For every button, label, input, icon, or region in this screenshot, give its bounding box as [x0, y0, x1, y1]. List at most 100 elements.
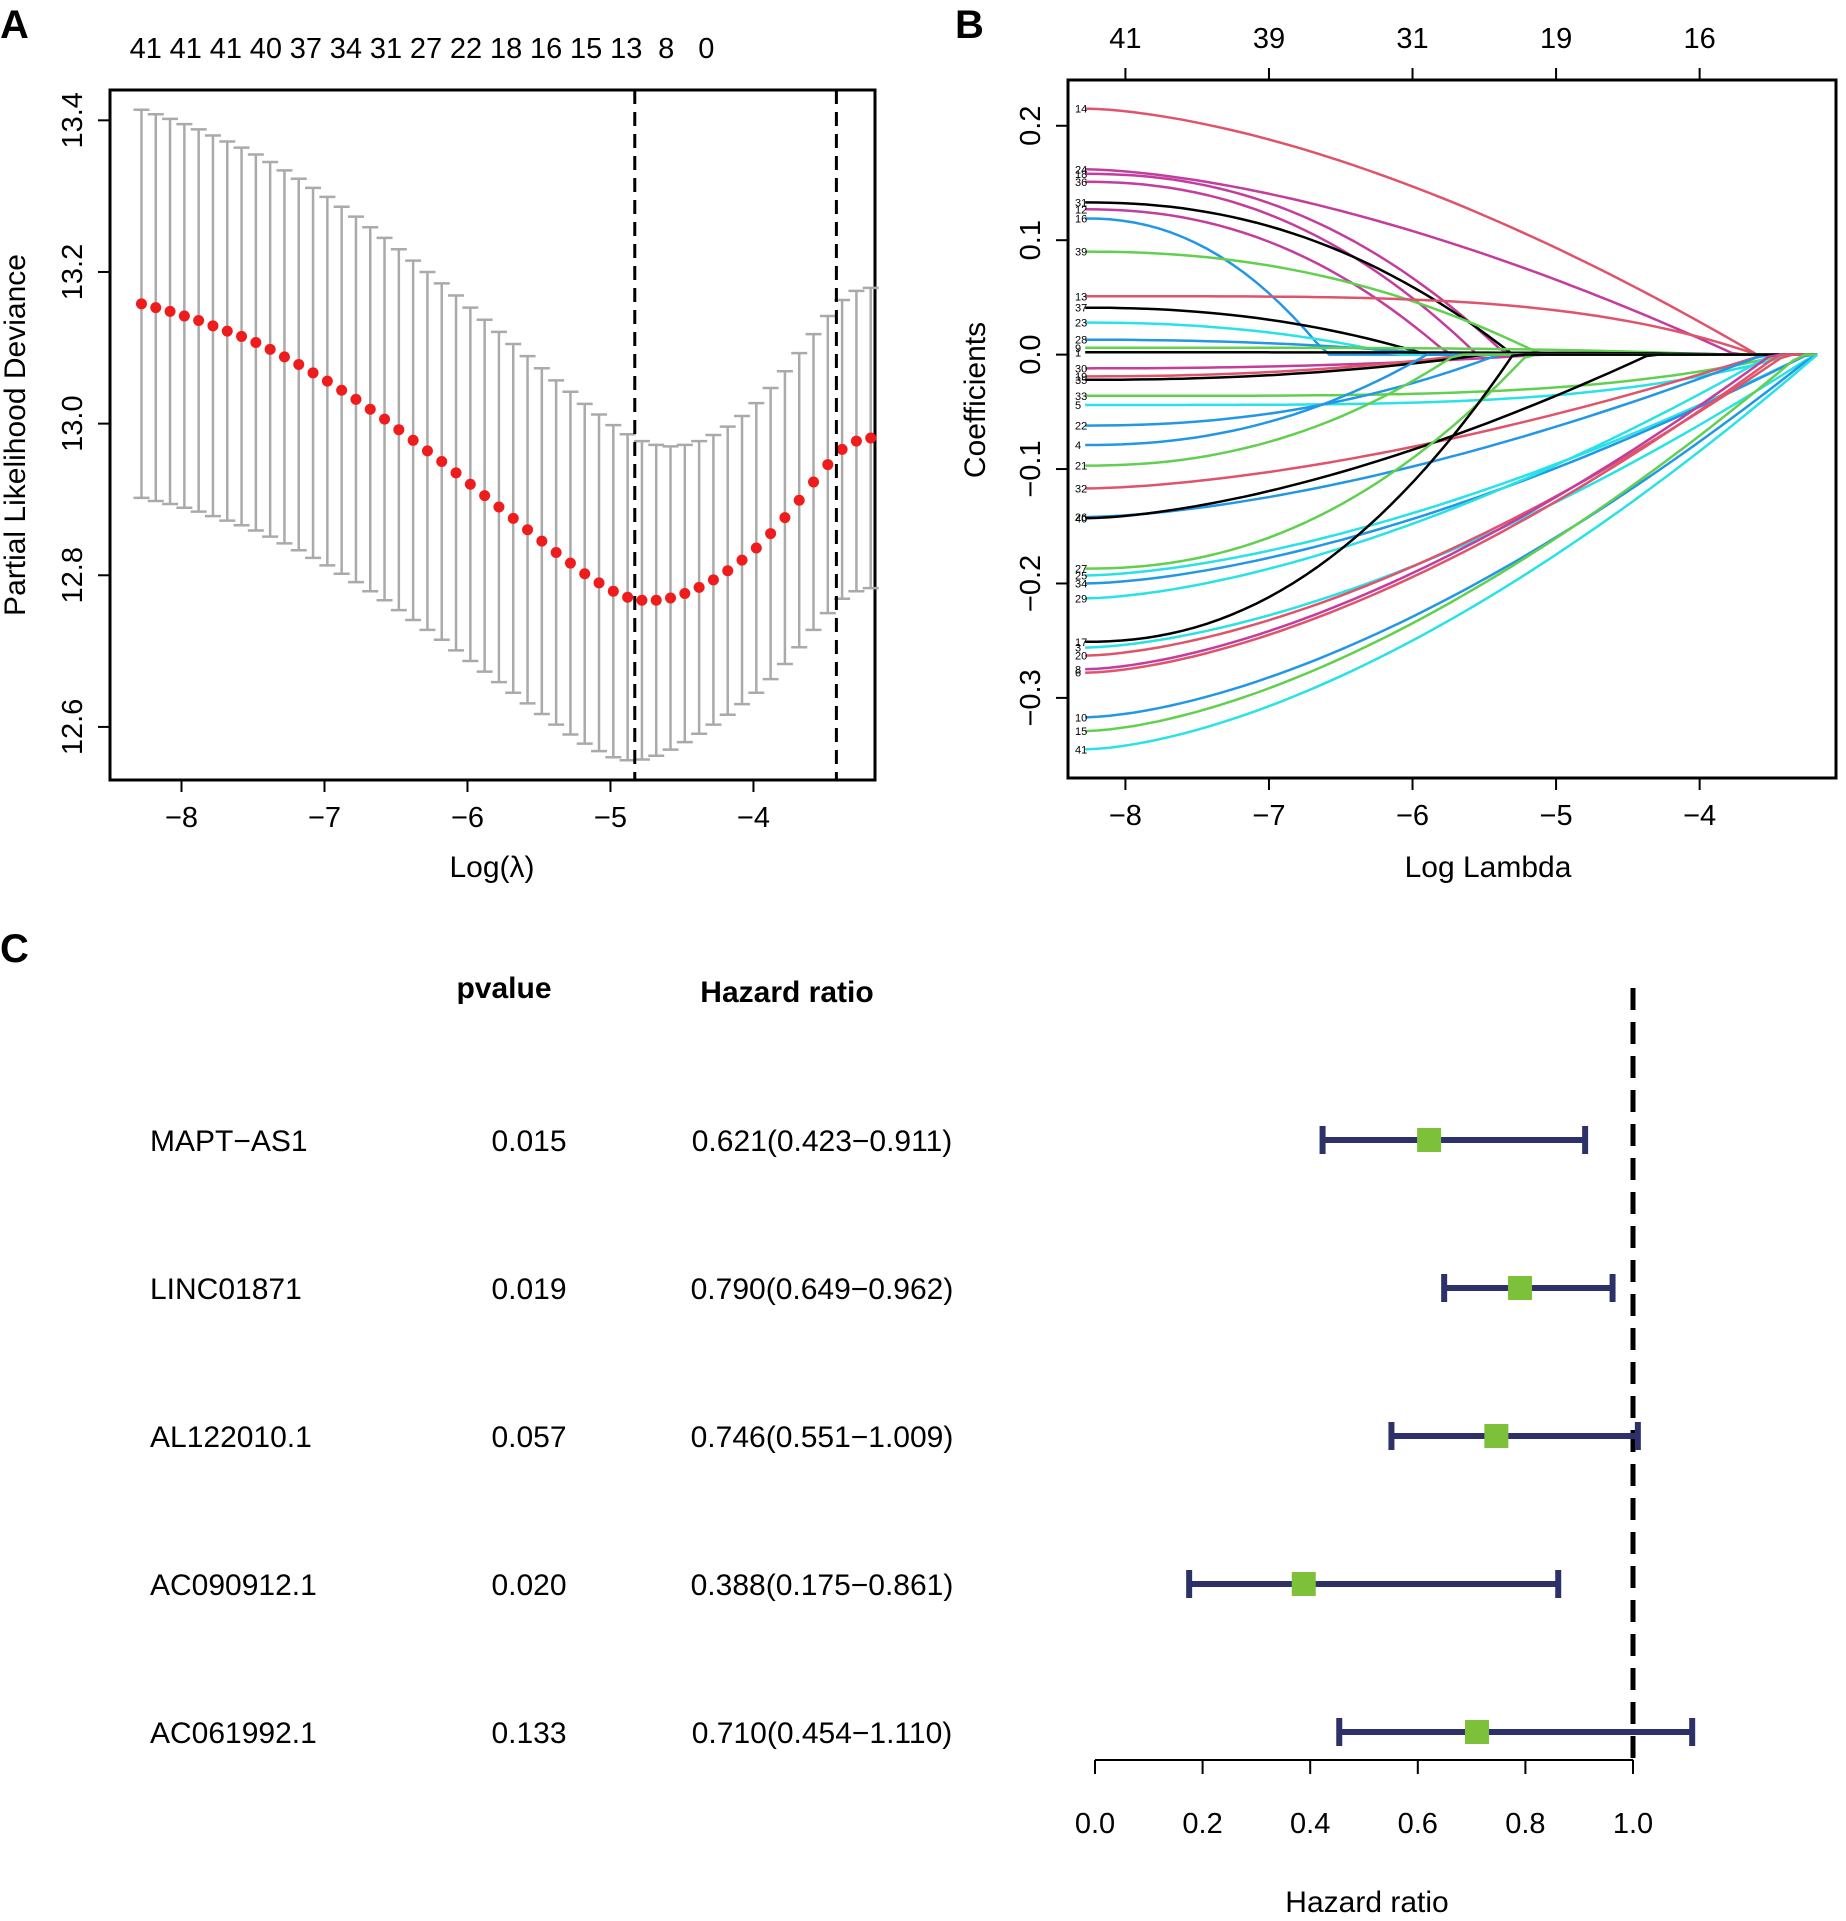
- deviance-point: [493, 501, 505, 513]
- deviance-point: [622, 591, 634, 603]
- x-tick-label: −5: [1540, 800, 1573, 832]
- panel-b-coefficient-plot: 1424183631121639133723289130193533522421…: [959, 23, 1838, 884]
- variable-label: 40: [1075, 513, 1087, 525]
- panel-b-variable-labels: 1424183631121639133723289130193533522421…: [1075, 104, 1087, 757]
- coefficient-path: [1085, 353, 1818, 671]
- x-tick-label: 0.8: [1505, 1808, 1545, 1840]
- p-value: 0.020: [491, 1569, 566, 1602]
- deviance-point: [450, 467, 462, 479]
- panel-a-y-label: Partial Likelihood Deviance: [0, 254, 32, 616]
- gene-name: AC061992.1: [150, 1717, 317, 1750]
- deviance-point: [679, 587, 691, 599]
- deviance-point: [507, 512, 519, 524]
- p-value: 0.133: [491, 1717, 566, 1750]
- variable-label: 9: [1075, 343, 1081, 355]
- variable-label: 39: [1075, 247, 1087, 259]
- gene-name: MAPT−AS1: [150, 1125, 308, 1158]
- hazard-ratio-box: [1417, 1128, 1442, 1152]
- y-tick-label: 13.2: [57, 244, 89, 300]
- top-tick-label: 16: [1683, 23, 1715, 55]
- y-tick-label: 13.4: [57, 92, 89, 148]
- x-tick-label: −4: [1683, 800, 1716, 832]
- deviance-point: [750, 542, 762, 554]
- variable-label: 24: [1075, 164, 1087, 176]
- panel-a-cv-plot: −8 −7 −6 −5 −4 12.612.813.013.213.4 41 41 41 40…: [0, 33, 879, 884]
- variable-label: 23: [1075, 318, 1087, 330]
- deviance-point: [393, 424, 405, 436]
- top-tick-label: 34: [330, 33, 362, 65]
- hazard-ratio-box: [1464, 1720, 1489, 1744]
- x-tick-label: −6: [451, 802, 484, 834]
- y-tick-label: 13.0: [57, 395, 89, 451]
- deviance-point: [321, 375, 333, 387]
- variable-label: 32: [1075, 484, 1087, 496]
- coefficient-path: [1085, 217, 1818, 356]
- variable-label: 15: [1075, 726, 1087, 738]
- top-tick-label: 0: [698, 33, 714, 65]
- gene-name: AL122010.1: [150, 1421, 312, 1454]
- forest-x-axis: 0.0 0.2 0.4 0.6 0.8 1.0: [1075, 1759, 1653, 1840]
- coefficient-path: [1085, 353, 1818, 519]
- coefficient-path: [1085, 353, 1818, 674]
- deviance-point: [707, 574, 719, 586]
- variable-label: 14: [1075, 104, 1087, 116]
- panel-a-y-axis: 12.6 12.8 13.0 13.2 13.4: [57, 92, 110, 755]
- deviance-point: [379, 413, 391, 425]
- top-tick-label: 39: [1253, 23, 1285, 55]
- panel-b-top-axis: 41 39 31 19 16: [1109, 23, 1716, 81]
- p-value: 0.015: [491, 1125, 566, 1158]
- gene-name: AC090912.1: [150, 1569, 317, 1602]
- variable-label: 37: [1075, 303, 1087, 315]
- deviance-point: [822, 459, 834, 471]
- x-tick-label: 1.0: [1613, 1808, 1653, 1840]
- top-tick-label: 31: [370, 33, 402, 65]
- variable-label: 34: [1075, 578, 1087, 590]
- coefficient-path: [1085, 353, 1818, 577]
- top-tick-label: 40: [250, 33, 282, 65]
- top-tick-label: 31: [1396, 23, 1428, 55]
- variable-label: 20: [1075, 651, 1087, 663]
- panel-label-b: B: [955, 3, 984, 47]
- top-tick-label: 41: [210, 33, 242, 65]
- pvalue-column-header: pvalue: [456, 972, 551, 1005]
- deviance-point: [350, 393, 362, 405]
- hazard-ratio-text: 0.621(0.423−0.911): [692, 1125, 953, 1158]
- deviance-point: [665, 592, 677, 604]
- variable-label: 6: [1075, 668, 1081, 680]
- coefficient-path: [1085, 208, 1818, 356]
- coefficient-path: [1085, 107, 1818, 356]
- y-tick-label: 0.2: [1015, 106, 1047, 146]
- deviance-point: [436, 456, 448, 468]
- top-tick-label: 41: [1109, 23, 1141, 55]
- hazard-ratio-text: 0.746(0.551−1.009): [691, 1421, 954, 1454]
- deviance-point: [307, 367, 319, 379]
- panel-b-x-axis: −8 −7 −6 −5 −4: [1109, 777, 1716, 832]
- top-tick-label: 22: [450, 33, 482, 65]
- coefficient-path: [1085, 295, 1818, 356]
- forest-marks: [1186, 988, 1696, 1762]
- y-tick-label: 0.1: [1015, 220, 1047, 260]
- x-tick-label: −7: [308, 802, 341, 834]
- variable-label: 36: [1075, 177, 1087, 189]
- coefficient-path: [1085, 353, 1818, 600]
- deviance-point: [550, 547, 562, 559]
- coefficient-path: [1085, 353, 1818, 644]
- variable-label: 28: [1075, 335, 1087, 347]
- panel-a-error-bars: [133, 108, 879, 762]
- deviance-point: [250, 336, 262, 348]
- panel-b-y-label: Coefficients: [959, 322, 992, 478]
- variable-label: 4: [1075, 440, 1081, 452]
- variable-label: 13: [1075, 291, 1087, 303]
- x-tick-label: 0.6: [1398, 1808, 1438, 1840]
- panel-a-points: [135, 298, 877, 606]
- panel-a-lambda-lines: [633, 90, 838, 780]
- x-tick-label: −7: [1252, 800, 1285, 832]
- variable-label: 22: [1075, 421, 1087, 433]
- x-tick-label: 0.4: [1290, 1808, 1330, 1840]
- variable-label: 35: [1075, 375, 1087, 387]
- variable-label: 8: [1075, 664, 1081, 676]
- variable-label: 16: [1075, 213, 1087, 225]
- variable-label: 41: [1075, 744, 1087, 756]
- deviance-point: [135, 298, 147, 310]
- y-tick-label: −0.1: [1015, 440, 1047, 497]
